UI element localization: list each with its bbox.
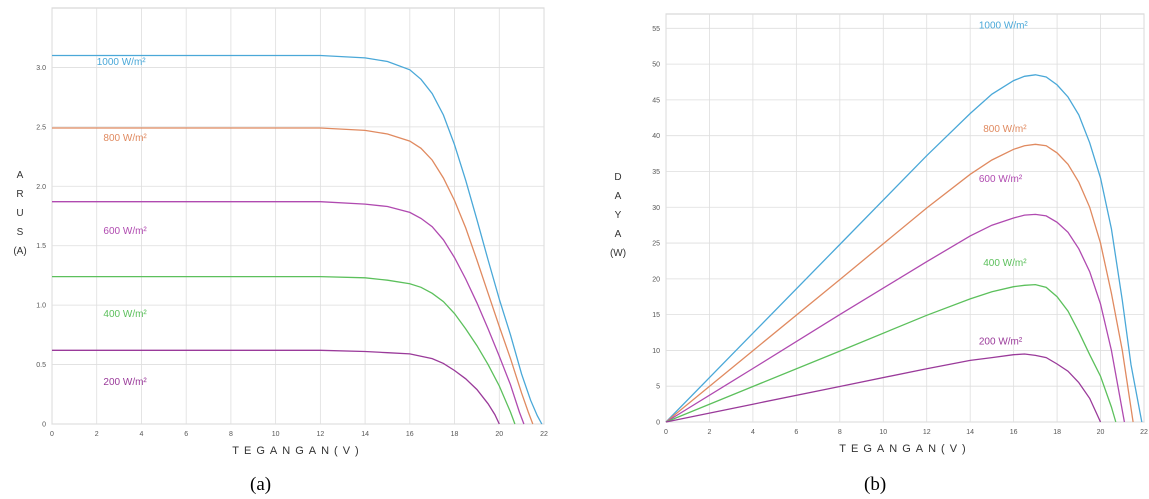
x-tick-label: 12 [923, 429, 931, 436]
y-tick-label: 1.5 [36, 243, 46, 250]
y-axis-title-char: (W) [610, 248, 626, 259]
x-tick-label: 22 [1140, 429, 1148, 436]
x-tick-label: 4 [140, 431, 144, 438]
series-label: 600 W/m² [103, 226, 147, 237]
x-tick-label: 14 [966, 429, 974, 436]
y-axis-title-char: Y [615, 210, 622, 221]
series-line [52, 275, 516, 425]
x-axis-title: TEGANGAN(V) [232, 445, 363, 457]
y-tick-label: 40 [652, 133, 660, 140]
x-tick-label: 2 [708, 429, 712, 436]
y-tick-label: 10 [652, 348, 660, 355]
series-label: 200 W/m² [103, 377, 147, 388]
series-line [52, 54, 543, 425]
x-tick-label: 6 [794, 429, 798, 436]
caption-a: (a) [250, 474, 272, 495]
series-label: 1000 W/m² [97, 57, 147, 68]
plot-area [665, 13, 1145, 423]
y-tick-label: 0.5 [36, 362, 46, 369]
y-tick-label: 55 [652, 26, 660, 33]
x-tick-label: 12 [316, 431, 324, 438]
y-tick-label: 2.0 [36, 184, 46, 191]
x-tick-label: 16 [1010, 429, 1018, 436]
x-tick-label: 2 [95, 431, 99, 438]
plot-area [51, 7, 545, 425]
series-label: 400 W/m² [103, 309, 147, 320]
x-tick-label: 10 [879, 429, 887, 436]
x-tick-label: 18 [451, 431, 459, 438]
y-tick-label: 0 [656, 420, 660, 427]
series-line [52, 349, 500, 425]
series-label: 1000 W/m² [979, 20, 1029, 31]
y-tick-label: 5 [656, 384, 660, 391]
series-line [52, 201, 525, 425]
x-tick-label: 4 [751, 429, 755, 436]
x-tick-label: 20 [1097, 429, 1105, 436]
x-axis-title: TEGANGAN(V) [839, 443, 970, 455]
y-tick-label: 3.0 [36, 65, 46, 72]
y-tick-label: 45 [652, 97, 660, 104]
series-line [665, 283, 1117, 423]
x-tick-label: 10 [272, 431, 280, 438]
y-axis-title-char: U [16, 208, 23, 219]
series-line [52, 127, 534, 425]
x-tick-label: 0 [50, 431, 54, 438]
y-tick-label: 15 [652, 312, 660, 319]
y-tick-label: 30 [652, 205, 660, 212]
chart-pv-curve: 0 2 4 6 8 10 12 14 16 18 20 22 0 5 10 15 20 25 30 35 40 45 50 5… [610, 13, 1148, 455]
y-axis-title-char: A [17, 170, 24, 181]
x-tick-label: 20 [495, 431, 503, 438]
y-tick-label: 2.5 [36, 124, 46, 131]
y-tick-label: 0 [42, 422, 46, 429]
y-axis-title-char: R [16, 189, 23, 200]
y-axis-title-char: A [615, 229, 622, 240]
series-label: 800 W/m² [983, 124, 1027, 135]
y-tick-label: 25 [652, 241, 660, 248]
x-tick-label: 22 [540, 431, 548, 438]
series-label: 400 W/m² [983, 258, 1027, 269]
y-tick-label: 50 [652, 62, 660, 69]
y-axis-title-char: (A) [13, 246, 26, 257]
series-line [665, 143, 1134, 423]
y-tick-label: 35 [652, 169, 660, 176]
x-tick-label: 6 [184, 431, 188, 438]
x-tick-label: 8 [229, 431, 233, 438]
series-label: 200 W/m² [979, 337, 1023, 348]
x-tick-label: 8 [838, 429, 842, 436]
chart-iv-curve: 0 2 4 6 8 10 12 14 16 18 20 22 0 0.5 1.0 1.5 2.0 2.5 3.0 TE… [13, 7, 548, 457]
x-tick-label: 16 [406, 431, 414, 438]
y-axis-title-char: A [615, 191, 622, 202]
series-label: 600 W/m² [979, 174, 1023, 185]
x-tick-label: 18 [1053, 429, 1061, 436]
x-tick-label: 0 [664, 429, 668, 436]
series-line [665, 213, 1126, 423]
y-tick-label: 20 [652, 276, 660, 283]
y-axis-title-char: D [614, 172, 621, 183]
y-tick-label: 1.0 [36, 303, 46, 310]
x-tick-label: 14 [361, 431, 369, 438]
series-line [665, 74, 1143, 423]
y-axis-title-char: S [17, 227, 24, 238]
caption-b: (b) [864, 474, 887, 495]
series-line [665, 353, 1102, 423]
series-label: 800 W/m² [103, 133, 147, 144]
